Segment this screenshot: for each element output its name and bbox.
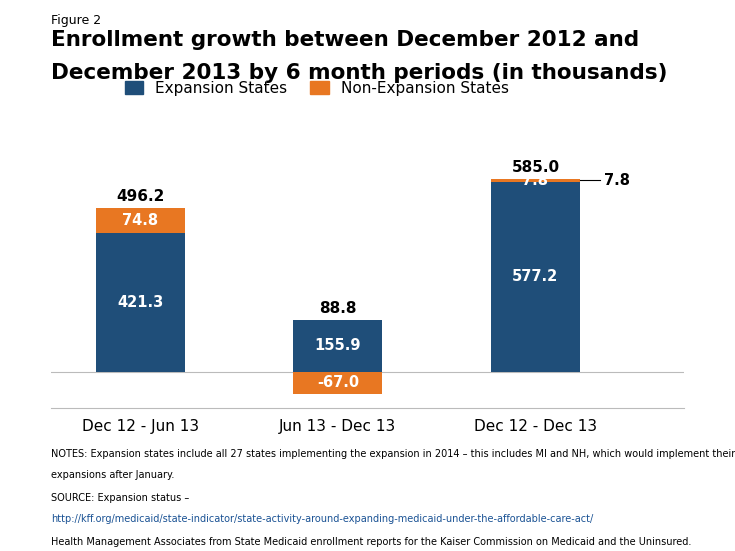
Text: KAISER: KAISER [641,494,689,507]
Text: Enrollment growth between December 2012 and: Enrollment growth between December 2012 … [51,30,639,50]
Text: 155.9: 155.9 [315,338,361,353]
Bar [96,208,184,233]
Text: FAMILY: FAMILY [642,508,688,521]
Text: 585.0: 585.0 [512,160,559,175]
Text: -67.0: -67.0 [317,375,359,390]
Text: December 2013 by 6 month periods (in thousands): December 2013 by 6 month periods (in tho… [51,63,668,83]
Text: 421.3: 421.3 [117,295,163,310]
Text: FOUNDATION: FOUNDATION [642,526,689,531]
Bar [293,371,382,393]
Legend: Expansion States, Non-Expansion States: Expansion States, Non-Expansion States [125,81,509,96]
Text: http://kff.org/medicaid/state-indicator/state-activity-around-expanding-medicaid: http://kff.org/medicaid/state-indicator/… [51,514,594,524]
Text: SOURCE: Expansion status –: SOURCE: Expansion status – [51,493,193,503]
Text: NOTES: Expansion states include all 27 states implementing the expansion in 2014: NOTES: Expansion states include all 27 s… [51,449,735,459]
Text: THE HENRY J.: THE HENRY J. [642,485,689,490]
Bar [491,179,580,181]
Text: expansions after January.: expansions after January. [51,470,175,480]
Text: 88.8: 88.8 [319,301,356,316]
Text: 577.2: 577.2 [512,269,559,284]
Text: 74.8: 74.8 [122,213,159,228]
Text: Figure 2: Figure 2 [51,14,101,27]
Text: 7.8: 7.8 [523,173,548,188]
Text: 7.8: 7.8 [603,173,630,188]
Bar [96,233,184,371]
Bar [491,181,580,371]
Text: Health Management Associates from State Medicaid enrollment reports for the Kais: Health Management Associates from State … [51,537,692,547]
Text: 496.2: 496.2 [116,190,165,204]
Bar [293,320,382,371]
